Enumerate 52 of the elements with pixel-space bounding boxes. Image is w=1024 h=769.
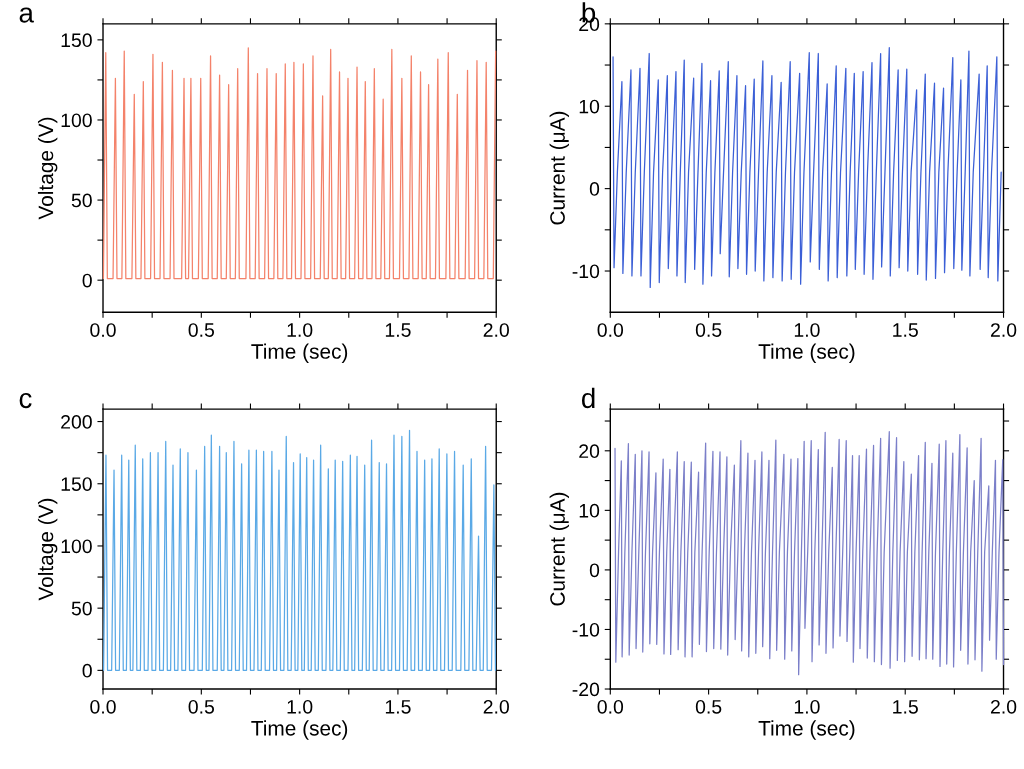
y-tick-label: 10 [579, 503, 600, 518]
y-tick-label: 0 [82, 273, 92, 288]
y-tick-label: 50 [71, 193, 92, 208]
x-tick-label: 0.5 [188, 699, 215, 714]
y-tick-label: -10 [572, 264, 600, 279]
chart-title: d [581, 387, 595, 409]
x-tick-label: 1.0 [287, 699, 313, 714]
x-tick-label: 2.0 [990, 323, 1017, 337]
y-tick-label: -20 [572, 682, 600, 697]
x-tick-label: 0.0 [597, 323, 624, 337]
x-axis-title: Time (sec) [251, 720, 348, 740]
line-series [612, 47, 1002, 289]
y-tick-label: 200 [61, 415, 92, 429]
x-tick-label: 0.5 [695, 323, 722, 337]
chart-title: a [19, 7, 34, 23]
y-tick-label: -10 [572, 622, 600, 637]
x-tick-label: 2.0 [483, 323, 509, 337]
y-axis-title: Current (μA) [549, 492, 569, 606]
line-series [102, 429, 497, 671]
x-tick-label: 1.5 [385, 700, 411, 714]
x-tick-label: 2.0 [483, 699, 509, 714]
x-tick-label: 1.0 [794, 699, 820, 714]
y-tick-label: 150 [61, 477, 92, 491]
y-tick-label: 100 [61, 113, 92, 128]
y-tick-label: 50 [71, 601, 92, 616]
x-axis-title: Time (sec) [758, 720, 855, 740]
x-axis-title: Time (sec) [758, 343, 855, 363]
y-axis-title: Voltage (V) [37, 117, 58, 220]
line-series [614, 431, 1005, 676]
y-tick-label: 10 [579, 99, 600, 114]
x-tick-label: 1.0 [287, 323, 313, 337]
x-tick-label: 1.5 [385, 323, 411, 337]
y-tick-label: 150 [61, 33, 92, 48]
x-tick-label: 1.0 [794, 323, 820, 337]
x-tick-label: 0.0 [90, 699, 116, 714]
line-series [102, 47, 497, 280]
x-tick-label: 1.5 [893, 700, 918, 714]
y-tick-label: 20 [579, 444, 600, 459]
y-tick-label: 0 [589, 182, 600, 196]
y-tick-label: 100 [61, 539, 92, 554]
x-tick-label: 2.0 [990, 699, 1017, 714]
chart-title: c [19, 392, 32, 409]
x-tick-label: 0.5 [695, 699, 722, 714]
x-tick-label: 0.0 [90, 323, 116, 337]
x-axis-title: Time (sec) [251, 343, 348, 363]
x-tick-label: 0.0 [597, 699, 624, 714]
x-tick-label: 1.5 [893, 323, 918, 337]
y-tick-label: 0 [589, 563, 600, 578]
y-axis-title: Voltage (V) [37, 498, 58, 601]
y-axis-title: Current (μA) [549, 111, 569, 225]
x-tick-label: 0.5 [188, 323, 215, 337]
y-tick-label: 0 [82, 663, 92, 678]
